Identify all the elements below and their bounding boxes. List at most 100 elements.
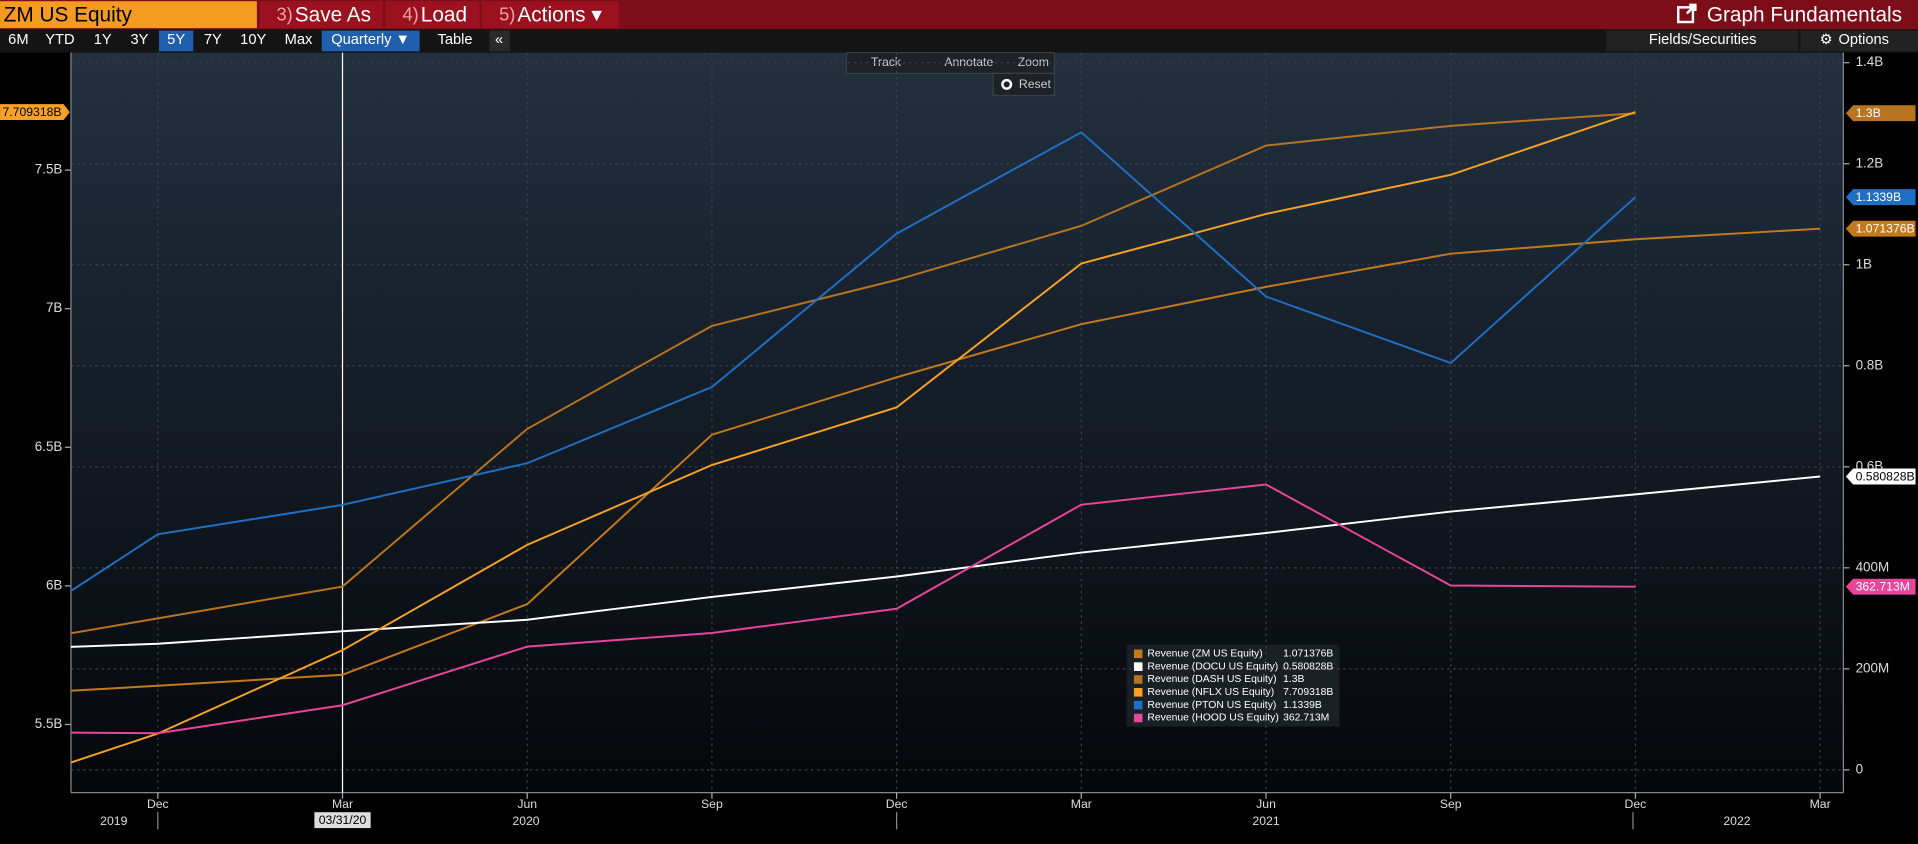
value-tag-label: 0.580828B [1856, 469, 1915, 483]
legend-name[interactable]: Revenue (HOOD US Equity) [1147, 713, 1278, 724]
legend-value: 0.580828B [1283, 661, 1333, 672]
toolbar-button[interactable] [385, 1, 480, 29]
x-tick-label: Jun [1256, 797, 1276, 811]
value-tag [1845, 105, 1916, 122]
button-number: 4) [402, 4, 418, 25]
period-select[interactable]: Quarterly ▼ [331, 32, 410, 48]
app-title[interactable]: Graph Fundamentals [1707, 3, 1902, 26]
button-label: Load [421, 3, 467, 26]
legend-name[interactable]: Revenue (DASH US Equity) [1147, 674, 1276, 685]
chart-tools-bar [845, 51, 1056, 75]
legend-swatch [1133, 662, 1143, 671]
legend-swatch [1133, 649, 1143, 659]
range-button[interactable]: 3Y [130, 32, 148, 48]
y2-tick-label: 400M [1856, 559, 1890, 574]
value-tag [0, 104, 70, 121]
range-selected [159, 30, 194, 52]
value-tag-label: 7.709318B [2, 105, 61, 119]
toolbar-button[interactable] [259, 1, 383, 29]
legend-name[interactable]: Revenue (NFLX US Equity) [1147, 687, 1274, 698]
legend-name[interactable]: Revenue (DOCU US Equity) [1147, 661, 1278, 672]
y2-tick-label: 1.4B [1856, 54, 1884, 69]
x-tick-label: Mar [332, 797, 353, 811]
legend-name[interactable]: Revenue (ZM US Equity) [1147, 649, 1262, 660]
options-icon: ⚙ [1820, 32, 1833, 48]
legend-value: 1.071376B [1283, 649, 1333, 660]
year-label: 2020 [512, 814, 539, 828]
collapse-button[interactable]: « [495, 32, 503, 48]
value-tag [1845, 189, 1916, 206]
y-tick-label: 7.5B [35, 162, 63, 177]
y2-tick-label: 0.8B [1856, 357, 1884, 372]
range-button[interactable]: 10Y [240, 32, 266, 48]
value-tag-label: 362.713M [1856, 580, 1910, 594]
legend-swatch [1133, 675, 1143, 684]
fields-box [1606, 30, 1799, 52]
y-tick-label: 6.5B [35, 439, 63, 454]
legend-value: 1.3B [1283, 674, 1304, 685]
series-line [70, 483, 1636, 735]
y2-tick-label: 1B [1856, 256, 1872, 271]
range-button[interactable]: 6M [8, 32, 28, 48]
y2-tick-label: 200M [1856, 660, 1890, 675]
value-tag [1845, 220, 1916, 237]
button-label: Actions ▾ [517, 3, 602, 26]
button-number: 5) [499, 4, 515, 25]
x-tick-label: Dec [886, 797, 908, 811]
second-bar [0, 29, 1918, 53]
reset-label[interactable]: Reset [1019, 77, 1052, 91]
y-tick-label: 7B [46, 300, 62, 315]
legend-swatch [1133, 713, 1143, 723]
range-button[interactable]: Max [285, 32, 313, 48]
legend-swatch [1133, 688, 1143, 697]
fields-button[interactable]: Fields/Securities [1649, 32, 1757, 48]
x-tick-label: Mar [1071, 797, 1092, 811]
launch-icon [1677, 3, 1697, 24]
button-label: Save As [295, 3, 371, 26]
value-tag-label: 1.1339B [1856, 190, 1902, 204]
legend-swatch [1133, 700, 1143, 710]
toolbar-button[interactable] [481, 1, 619, 29]
legend-name[interactable]: Revenue (PTON US Equity) [1147, 700, 1276, 711]
reset-button[interactable] [992, 72, 1056, 97]
range-button[interactable]: 1Y [94, 32, 112, 48]
y2-tick-label: 1.2B [1856, 155, 1884, 170]
value-tag-label: 1.071376B [1856, 222, 1915, 236]
y-tick-label: 6B [46, 577, 62, 592]
series-line [70, 475, 1821, 648]
period-box [321, 30, 420, 52]
range-button[interactable]: 5Y [167, 32, 185, 48]
series-line [70, 131, 1637, 593]
legend-box [1126, 644, 1340, 727]
chart-tool[interactable]: Annotate [944, 55, 993, 69]
table-button[interactable]: Table [438, 32, 473, 48]
reset-icon [1001, 78, 1013, 90]
value-tag [1845, 578, 1916, 595]
options-button[interactable]: Options [1838, 32, 1889, 48]
x-tick-label: Sep [701, 797, 723, 811]
x-tick-label: Dec [147, 797, 169, 811]
security-input[interactable] [0, 1, 257, 29]
range-button[interactable]: YTD [45, 32, 74, 48]
cursor-label-box [314, 812, 371, 829]
range-button[interactable]: 7Y [204, 32, 222, 48]
x-tick-label: Sep [1440, 797, 1462, 811]
legend-value: 7.709318B [1283, 687, 1333, 698]
year-label: 2019 [100, 814, 127, 828]
y2-tick-label: 0 [1856, 761, 1863, 776]
series-line [70, 112, 1636, 635]
year-label: 2022 [1723, 814, 1750, 828]
year-label: 2021 [1252, 814, 1279, 828]
value-tag [1845, 468, 1916, 485]
security-text: ZM US Equity [4, 3, 133, 26]
series-group [70, 111, 1821, 764]
value-tag-label: 1.3B [1856, 106, 1881, 120]
legend-value: 1.1339B [1283, 700, 1322, 711]
cursor-label: 03/31/20 [319, 813, 367, 827]
button-number: 3) [276, 4, 292, 25]
y-tick-label: 5.5B [35, 716, 63, 731]
collapse-box [489, 30, 511, 52]
x-tick-label: Mar [1810, 797, 1831, 811]
